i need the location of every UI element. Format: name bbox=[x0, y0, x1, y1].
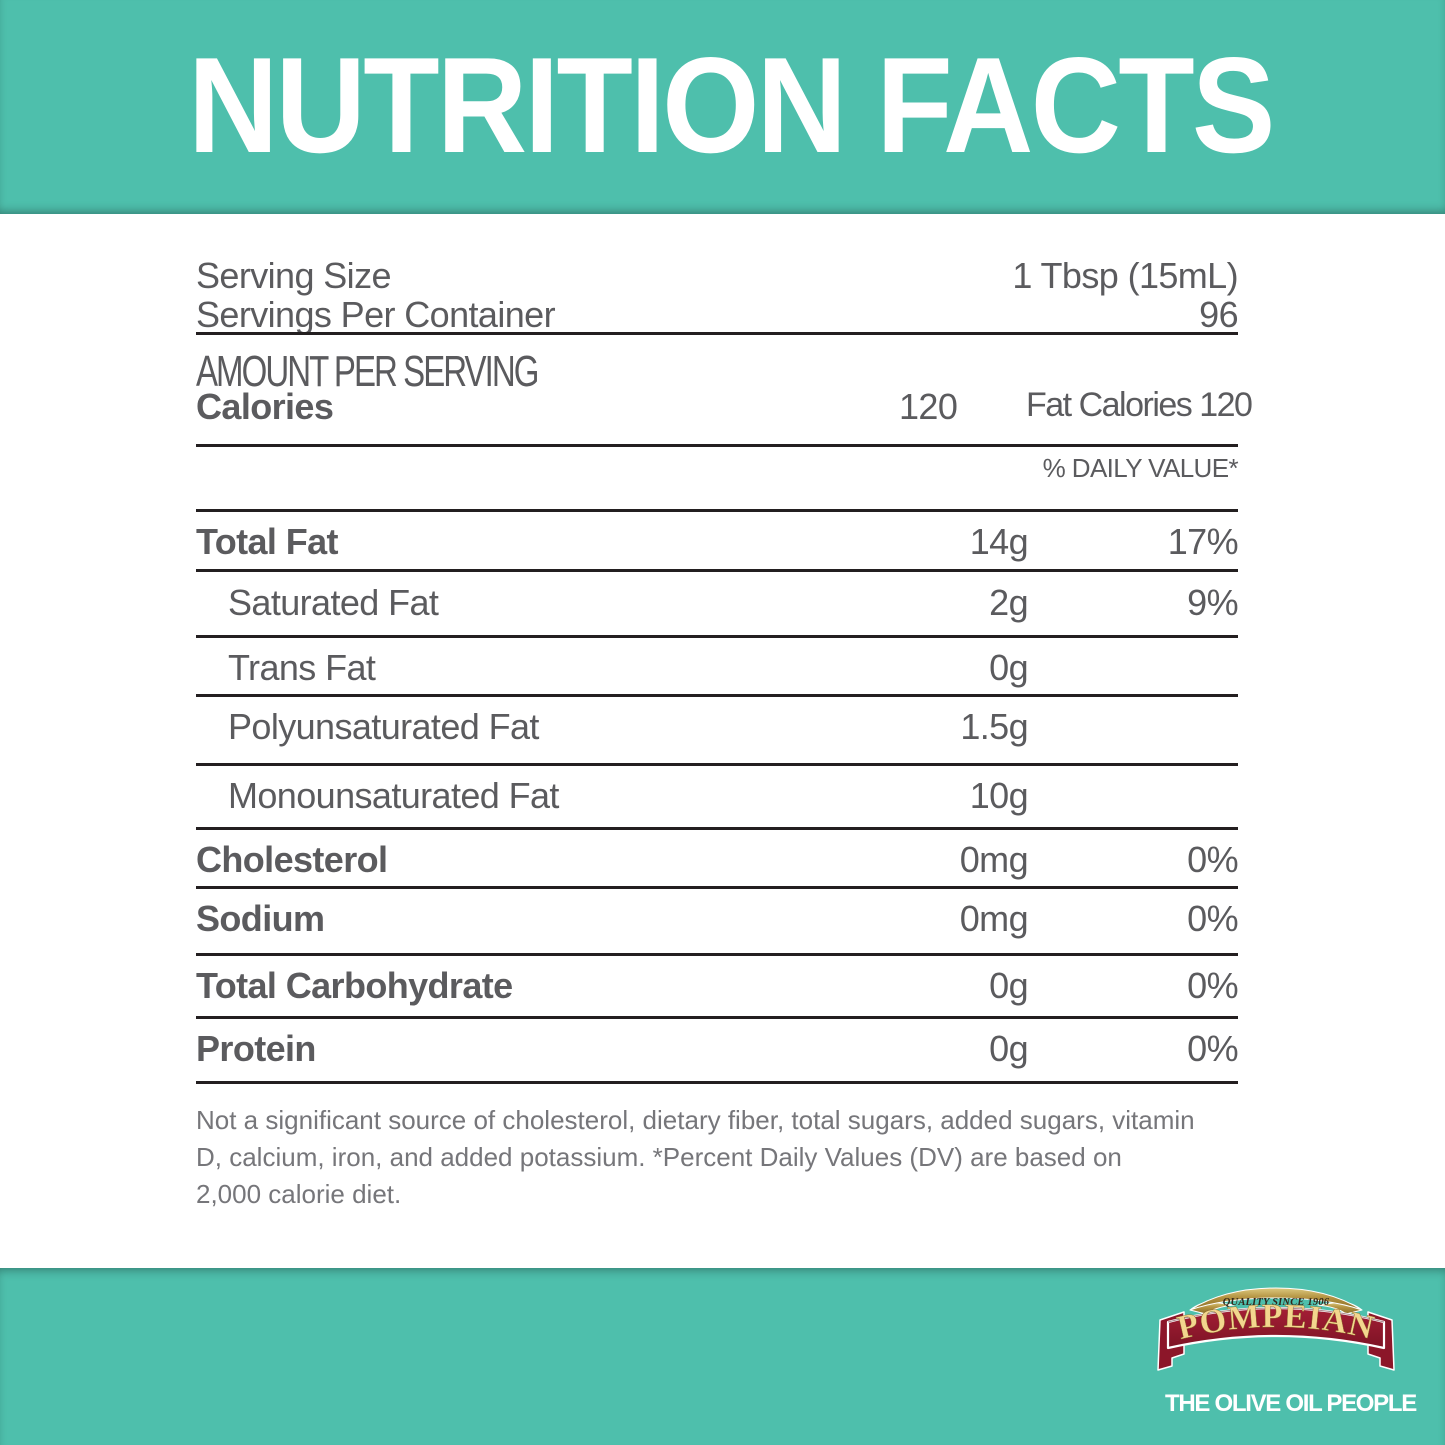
svg-text:POMPEIAN: POMPEIAN bbox=[1174, 1298, 1378, 1347]
